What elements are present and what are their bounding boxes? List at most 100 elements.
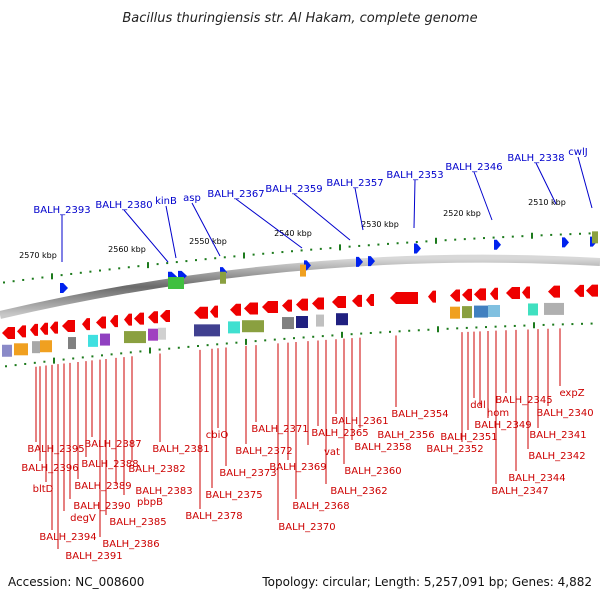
gene-label-balh-2341[interactable]: BALH_2341	[529, 430, 586, 441]
scale-tick	[590, 322, 593, 325]
gene-arrow	[506, 287, 520, 300]
scale-tick	[62, 358, 65, 361]
scale-tick	[214, 257, 217, 260]
scale-tick	[281, 251, 284, 254]
gene-label-balh-2383[interactable]: BALH_2383	[135, 486, 192, 497]
gene-label-vat[interactable]: vat	[324, 447, 340, 458]
gene-label-balh-2381[interactable]: BALH_2381	[152, 444, 209, 455]
gene-label-balh-2396[interactable]: BALH_2396	[21, 463, 78, 474]
gene-label-balh-2368[interactable]: BALH_2368	[292, 501, 349, 512]
scale-tick	[254, 340, 257, 343]
gene-label-balh-2344[interactable]: BALH_2344	[508, 473, 565, 484]
feature-block	[32, 341, 40, 354]
gene-label-balh-2342[interactable]: BALH_2342	[528, 451, 585, 462]
gene-label-balh-2351[interactable]: BALH_2351	[440, 432, 497, 443]
gene-label-balh-2356[interactable]: BALH_2356	[377, 430, 434, 441]
gene-label-balh-2387[interactable]: BALH_2387	[84, 439, 141, 450]
gene-label-balh-2388[interactable]: BALH_2388	[81, 459, 138, 470]
gene-arrow	[462, 288, 472, 301]
scale-tick	[156, 263, 159, 266]
gene-label-balh-2372[interactable]: BALH_2372	[235, 446, 292, 457]
feature-block	[488, 304, 500, 317]
accession-text: Accession: NC_008600	[8, 575, 144, 589]
feature-block	[592, 231, 598, 244]
scale-tick	[369, 331, 372, 334]
gene-label-balh-2371[interactable]: BALH_2371	[251, 424, 308, 435]
gene-label-balh-2367[interactable]: BALH_2367	[207, 189, 264, 200]
gene-label-balh-2389[interactable]: BALH_2389	[74, 481, 131, 492]
gene-label-balh-2354[interactable]: BALH_2354	[391, 409, 448, 420]
leader-line	[535, 162, 557, 205]
gene-label-balh-2391[interactable]: BALH_2391	[65, 551, 122, 562]
gene-label-balh-2338[interactable]: BALH_2338	[507, 153, 564, 164]
gene-label-balh-2386[interactable]: BALH_2386	[102, 539, 159, 550]
gene-label-cbio[interactable]: cbiO	[206, 430, 229, 441]
gene-label-cwlj[interactable]: cwlJ	[568, 147, 587, 158]
gene-label-balh-2346[interactable]: BALH_2346	[445, 162, 502, 173]
scale-tick	[417, 329, 420, 332]
gene-label-bltd[interactable]: bltD	[33, 484, 54, 495]
scale-tick	[540, 234, 543, 237]
gene-label-balh-2394[interactable]: BALH_2394	[39, 532, 96, 543]
scale-tick	[72, 357, 75, 360]
gene-label-balh-2373[interactable]: BALH_2373	[219, 468, 276, 479]
gene-label-balh-2352[interactable]: BALH_2352	[426, 444, 483, 455]
gene-label-asp[interactable]: asp	[183, 193, 201, 204]
gene-label-balh-2369[interactable]: BALH_2369	[269, 462, 326, 473]
gene-label-pbpb[interactable]: pbpB	[137, 497, 163, 508]
gene-label-expz[interactable]: expZ	[559, 388, 584, 399]
scale-tick	[197, 344, 199, 347]
scale-tick	[300, 249, 303, 252]
genome-summary-text: Topology: circular; Length: 5,257,091 bp…	[261, 575, 592, 589]
gene-label-balh-2382[interactable]: BALH_2382	[128, 464, 185, 475]
scale-tick	[504, 325, 507, 328]
scale-tick	[319, 247, 322, 250]
gene-label-hom[interactable]: hom	[487, 408, 509, 419]
gene-label-balh-2357[interactable]: BALH_2357	[326, 178, 383, 189]
gene-label-degv[interactable]: degV	[70, 513, 96, 524]
gene-label-balh-2393[interactable]: BALH_2393	[33, 205, 90, 216]
gene-label-balh-2370[interactable]: BALH_2370	[278, 522, 335, 533]
scale-tick	[302, 336, 305, 339]
scale-tick	[435, 237, 437, 244]
scale-tick	[569, 233, 572, 236]
gene-label-balh-2360[interactable]: BALH_2360	[344, 466, 401, 477]
gene-label-balh-2378[interactable]: BALH_2378	[185, 511, 242, 522]
gene-label-balh-2359[interactable]: BALH_2359	[265, 184, 322, 195]
tick-row-upper	[3, 232, 591, 284]
scale-tick	[456, 327, 459, 330]
gene-label-balh-2345[interactable]: BALH_2345	[495, 395, 552, 406]
gene-label-balh-2380[interactable]: BALH_2380	[95, 200, 152, 211]
scale-tick	[521, 235, 524, 238]
scale-tick	[312, 335, 315, 338]
gene-label-balh-2385[interactable]: BALH_2385	[109, 517, 166, 528]
gene-arrow	[124, 313, 132, 326]
gene-label-balh-2347[interactable]: BALH_2347	[491, 486, 548, 497]
scale-tick	[177, 346, 180, 349]
gene-label-balh-2353[interactable]: BALH_2353	[386, 170, 443, 181]
leader-line	[165, 205, 177, 259]
gene-arrow	[82, 318, 90, 331]
gene-label-balh-2365[interactable]: BALH_2365	[311, 428, 368, 439]
scale-tick	[523, 324, 526, 327]
lower-gene-labels: BALH_2395 BALH_2396 bltD BALH_2394 BALH_2391…	[21, 388, 593, 562]
gene-label-balh-2358[interactable]: BALH_2358	[354, 442, 411, 453]
gene-arrow	[312, 297, 324, 310]
scale-tick	[475, 326, 478, 329]
gene-label-balh-2349[interactable]: BALH_2349	[474, 420, 531, 431]
gene-label-balh-2390[interactable]: BALH_2390	[73, 501, 130, 512]
gene-arrow	[586, 284, 598, 297]
gene-label-balh-2375[interactable]: BALH_2375	[205, 490, 262, 501]
gene-label-kinb[interactable]: kinB	[155, 196, 177, 207]
gene-label-balh-2395[interactable]: BALH_2395	[27, 444, 84, 455]
gene-label-balh-2362[interactable]: BALH_2362	[330, 486, 387, 497]
feature-block	[168, 276, 184, 289]
gene-label-balh-2361[interactable]: BALH_2361	[331, 416, 388, 427]
scale-tick	[101, 354, 103, 357]
gene-label-balh-2340[interactable]: BALH_2340	[536, 408, 593, 419]
gene-label-ddl[interactable]: ddl	[470, 400, 485, 411]
feature-block	[242, 320, 264, 333]
scale-label-2530-kbp: 2530 kbp	[361, 220, 399, 229]
leader-line	[413, 179, 416, 229]
feature-block	[100, 333, 110, 346]
